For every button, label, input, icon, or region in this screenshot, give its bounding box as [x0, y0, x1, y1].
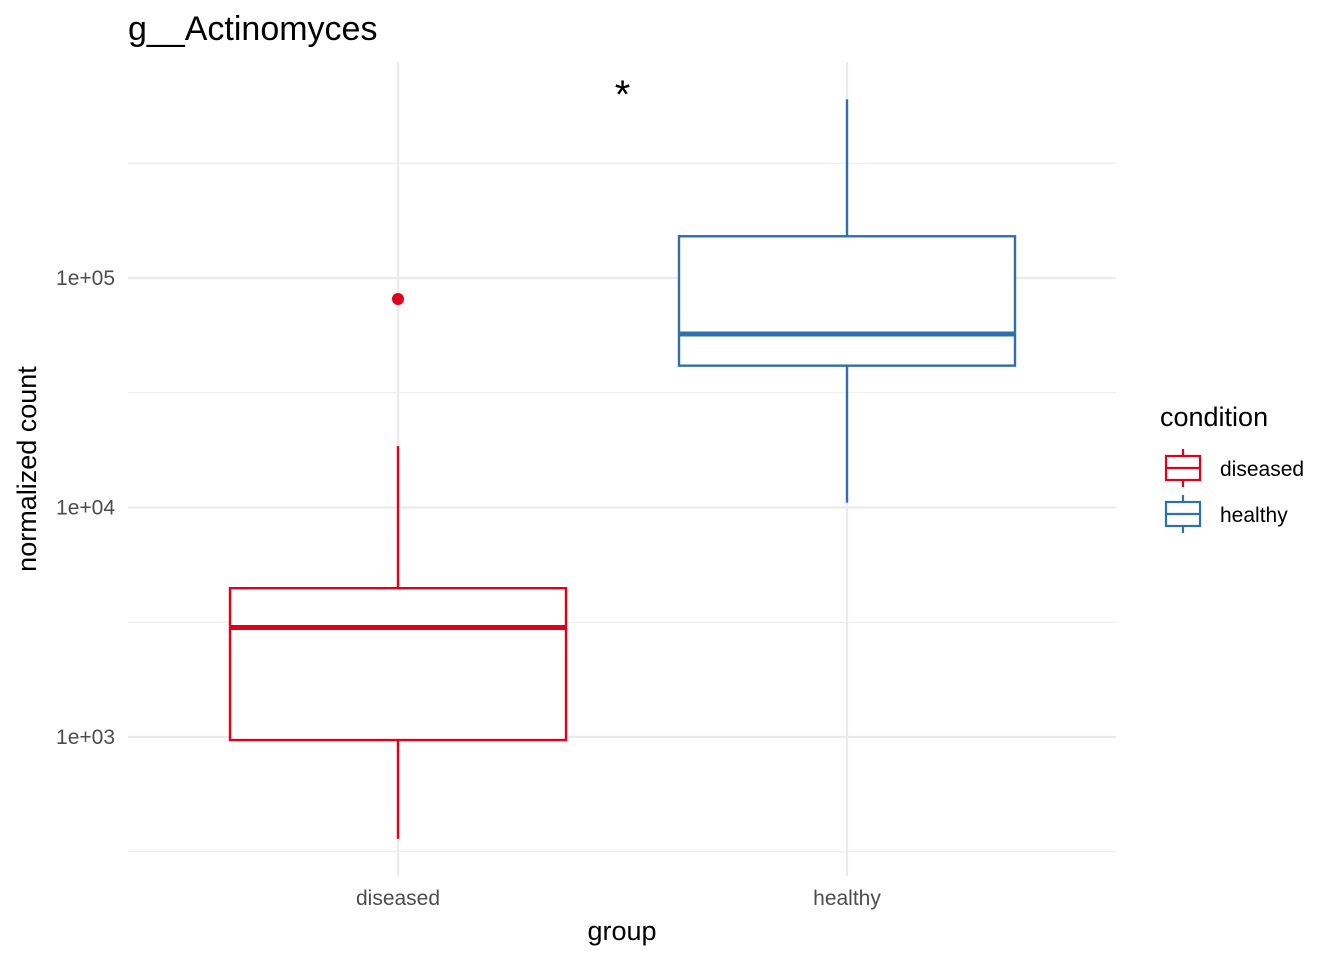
x-tick-label: healthy: [813, 887, 881, 910]
x-axis-title: group: [587, 916, 656, 946]
legend-keys: diseased healthy: [1164, 449, 1304, 533]
legend-item-diseased: diseased: [1164, 449, 1304, 487]
annotations: *: [615, 73, 631, 117]
y-axis-ticks: 1e+03 1e+04 1e+05: [56, 267, 115, 749]
box-healthy: [677, 99, 1017, 503]
y-axis-title: normalized count: [12, 366, 42, 572]
chart-title: g__Actinomyces: [128, 10, 377, 48]
box-diseased: [228, 293, 568, 839]
legend-label: diseased: [1220, 458, 1304, 481]
legend: condition diseased healthy: [1160, 402, 1304, 533]
significance-marker: *: [615, 73, 631, 117]
legend-label: healthy: [1220, 504, 1288, 527]
y-tick-label: 1e+05: [56, 267, 115, 290]
legend-title: condition: [1160, 402, 1268, 432]
y-tick-label: 1e+04: [56, 497, 115, 520]
grid: [128, 62, 1116, 876]
box-iqr: [677, 235, 1017, 367]
outlier-point: [392, 293, 404, 306]
legend-item-healthy: healthy: [1164, 495, 1288, 533]
boxes: [228, 99, 1017, 839]
x-axis-ticks: diseased healthy: [356, 887, 881, 910]
box-iqr: [228, 587, 568, 742]
x-tick-label: diseased: [356, 887, 440, 910]
y-tick-label: 1e+03: [56, 726, 115, 749]
